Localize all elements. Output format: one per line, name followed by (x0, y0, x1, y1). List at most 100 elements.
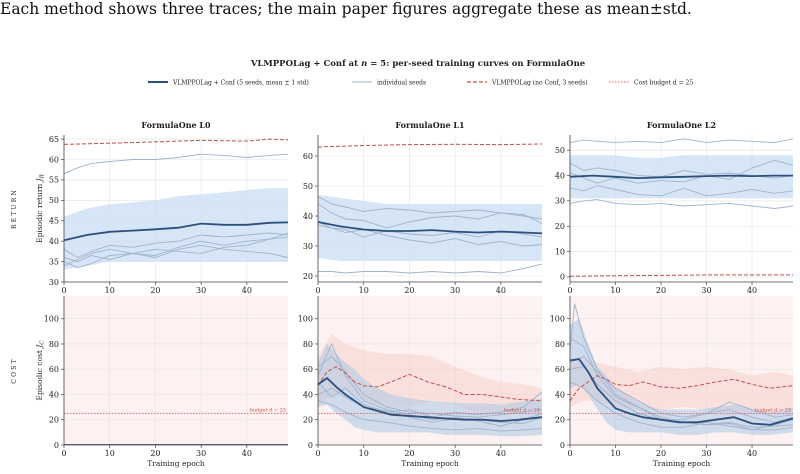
y-tick-label: 100 (44, 315, 59, 324)
figure-title: VLMPPOLag + Conf at n = 5: per-seed trai… (250, 59, 586, 69)
y-tick-label: 30 (303, 242, 313, 251)
legend-item-3: Cost budget d = 25 (609, 80, 693, 87)
x-tick-label: 0 (567, 286, 572, 295)
x-tick-label: 40 (747, 449, 757, 458)
panel-0: 30 35 40 45 50 55 60 65 0 10 20 30 40 FormulaOne L0 Ep… (35, 120, 288, 295)
y-tick-label: 35 (49, 257, 59, 266)
mean-std-band (64, 188, 288, 270)
x-tick-label: 30 (196, 449, 206, 458)
x-tick-label: 10 (610, 286, 620, 295)
y-tick-label: 50 (555, 146, 565, 155)
seed-line-4 (318, 224, 542, 247)
seed-line-1 (64, 232, 288, 259)
seed-line-0 (318, 263, 542, 274)
x-tick-label: 30 (450, 286, 460, 295)
x-tick-label: 10 (359, 449, 369, 458)
x-tick-label: 30 (701, 449, 711, 458)
budget-label: budget d = 25 (250, 407, 286, 413)
mean-line (318, 221, 542, 235)
x-axis-label: Training epoch (147, 459, 205, 468)
y-tick-label: 20 (303, 272, 313, 281)
x-tick-label: 40 (242, 286, 252, 295)
y-tick-label: 10 (555, 247, 565, 256)
panel-4: budget d = 25 0 20 40 60 80 100 0 10 20 30 40 Traini… (298, 296, 542, 468)
x-axis-label: Training epoch (653, 459, 711, 468)
baseline-line (318, 143, 542, 148)
legend-item-0: VLMPPOLag + Conf (5 seeds, mean ± 1 std) (148, 80, 309, 87)
legend-item-2: VLMPPOLag (no Conf, 3 seeds) (467, 80, 588, 87)
y-tick-label: 30 (49, 278, 59, 287)
x-axis-label: Training epoch (401, 459, 459, 468)
x-tick-label: 10 (610, 449, 620, 458)
y-tick-label: 80 (49, 340, 59, 349)
plot-area (64, 412, 288, 445)
mean-line (318, 376, 542, 422)
y-tick-label: 100 (298, 315, 313, 324)
y-tick-label: 60 (303, 365, 313, 374)
x-tick-label: 40 (496, 449, 506, 458)
x-tick-label: 20 (656, 449, 666, 458)
x-tick-label: 30 (450, 449, 460, 458)
seed-line-0 (64, 153, 288, 175)
seed-line-2 (64, 232, 288, 269)
mean-line (570, 174, 793, 180)
budget-label: budget d = 25 (504, 407, 540, 413)
legend-label: VLMPPOLag + Conf (5 seeds, mean ± 1 std) (172, 80, 309, 87)
y-tick-label: 30 (555, 197, 565, 206)
y-tick-label: 40 (303, 212, 313, 221)
y-tick-label: 60 (49, 155, 59, 164)
y-tick-label: 0 (560, 273, 565, 282)
panel-title: FormulaOne L1 (395, 120, 464, 130)
x-tick-label: 10 (105, 286, 115, 295)
plot-area (64, 138, 288, 270)
baseline-line (570, 274, 793, 277)
row-label: COST (11, 357, 18, 383)
legend-item-1: individual seeds (352, 80, 426, 87)
seed-line-0 (570, 303, 793, 428)
y-tick-label: 50 (303, 182, 313, 191)
x-tick-label: 40 (242, 449, 252, 458)
mean-std-band (570, 318, 793, 435)
y-tick-label: 40 (49, 390, 59, 399)
seed-line-3 (570, 381, 793, 431)
y-axis-label: Episodic return JR (35, 174, 46, 243)
plot-area (570, 138, 793, 277)
seed-line-2 (318, 203, 542, 229)
y-tick-label: 80 (303, 340, 313, 349)
cost-background (64, 296, 288, 445)
plot-area (318, 333, 542, 437)
seed-line-3 (64, 244, 288, 263)
figure-legend: VLMPPOLag + Conf (5 seeds, mean ± 1 std)… (148, 80, 693, 87)
y-tick-label: 20 (303, 416, 313, 425)
seed-line-2 (570, 366, 793, 423)
x-tick-label: 0 (315, 449, 320, 458)
figure-caption: Each method shows three traces; the main… (0, 0, 692, 18)
legend-label: VLMPPOLag (no Conf, 3 seeds) (491, 80, 588, 87)
mean-line (64, 221, 288, 242)
chart-panels: 30 35 40 45 50 55 60 65 0 10 20 30 40 FormulaOne L0 Ep… (11, 120, 793, 468)
seed-line-4 (570, 185, 793, 197)
seed-line-4 (64, 236, 288, 267)
seed-line-4 (570, 356, 793, 418)
baseline-line (64, 138, 288, 145)
seed-line-2 (318, 387, 542, 424)
y-tick-label: 55 (49, 176, 59, 185)
y-tick-label: 0 (308, 441, 313, 450)
panel-title: FormulaOne L2 (647, 120, 716, 130)
y-tick-label: 60 (555, 365, 565, 374)
y-tick-label: 20 (49, 416, 59, 425)
y-tick-label: 40 (555, 390, 565, 399)
y-axis-label: Episodic cost JC (35, 340, 46, 401)
panel-1: 20 30 40 50 60 0 10 20 30 40 FormulaOne L1 (303, 120, 542, 295)
y-tick-label: 20 (555, 222, 565, 231)
seed-line-3 (318, 400, 542, 432)
y-tick-label: 40 (303, 390, 313, 399)
x-tick-label: 40 (747, 286, 757, 295)
y-tick-label: 40 (555, 171, 565, 180)
x-tick-label: 10 (359, 286, 369, 295)
panel-2: 0 10 20 30 40 50 0 10 20 30 40 FormulaOne L2 (555, 120, 793, 295)
y-tick-label: 20 (555, 416, 565, 425)
y-tick-label: 0 (54, 441, 59, 450)
row-label: RETURN (11, 188, 18, 229)
plot-area (570, 303, 793, 435)
